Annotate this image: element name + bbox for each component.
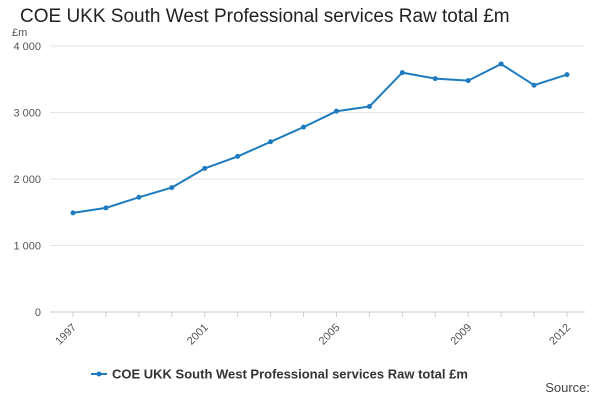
data-point[interactable]: [301, 124, 307, 130]
y-tick-label: 0: [35, 307, 41, 319]
y-tick-labels: 0 1 000 2 000 3 000 4 000: [13, 41, 41, 319]
data-point[interactable]: [136, 194, 142, 200]
gridlines: [50, 45, 585, 246]
legend[interactable]: COE UKK South West Professional services…: [91, 367, 468, 382]
y-tick-label: 3 000: [13, 108, 41, 120]
y-tick-label: 1 000: [13, 241, 41, 253]
legend-label: COE UKK South West Professional services…: [112, 367, 468, 382]
data-point[interactable]: [399, 70, 405, 76]
data-point[interactable]: [103, 205, 109, 211]
y-axis-label: £m: [12, 27, 27, 39]
y-tick-label: 4 000: [13, 41, 41, 53]
axes: [50, 311, 585, 317]
data-point[interactable]: [498, 61, 504, 67]
data-point[interactable]: [564, 72, 570, 78]
data-point[interactable]: [432, 76, 438, 82]
data-point[interactable]: [70, 210, 76, 216]
data-point[interactable]: [465, 78, 471, 84]
data-point[interactable]: [268, 139, 274, 145]
data-point[interactable]: [333, 108, 339, 114]
series: [70, 61, 570, 216]
data-point[interactable]: [531, 82, 537, 88]
x-tick-labels: 1997 2001 2005 2009 2012: [53, 322, 573, 348]
legend-marker: [96, 371, 102, 377]
x-tick-label: 2012: [547, 322, 573, 348]
data-point[interactable]: [169, 185, 175, 191]
y-tick-label: 2 000: [13, 174, 41, 186]
data-point[interactable]: [235, 153, 241, 159]
data-point[interactable]: [202, 165, 208, 171]
source-label: Source:: [545, 380, 590, 395]
series-line: [72, 63, 568, 214]
chart-title: COE UKK South West Professional services…: [20, 6, 510, 27]
x-tick-label: 2005: [317, 322, 343, 348]
x-tick-label: 1997: [53, 322, 79, 348]
data-point[interactable]: [366, 104, 372, 110]
x-tick-label: 2001: [185, 322, 211, 348]
x-tick-label: 2009: [449, 322, 475, 348]
